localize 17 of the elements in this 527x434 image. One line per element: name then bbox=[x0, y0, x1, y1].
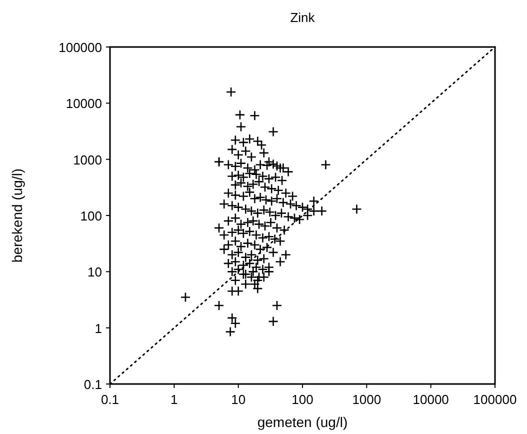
chart-title: Zink bbox=[290, 10, 316, 25]
y-tick-label: 10 bbox=[88, 264, 102, 280]
x-tick-label: 10 bbox=[231, 392, 246, 407]
y-axis-title: berekend (ug/l) bbox=[9, 168, 25, 263]
x-tick-label: 1000 bbox=[352, 392, 382, 407]
x-axis-title: gemeten (ug/l) bbox=[257, 414, 348, 430]
y-tick-label: 100 bbox=[80, 208, 102, 224]
x-tick-label: 100 bbox=[292, 392, 314, 407]
x-tick-label: 0.1 bbox=[100, 392, 120, 407]
y-tick-label: 1000 bbox=[73, 152, 102, 168]
y-tick-label: 10000 bbox=[66, 96, 102, 112]
y-tick-label: 1 bbox=[94, 320, 102, 336]
x-tick-label: 1 bbox=[170, 392, 178, 407]
x-tick-label: 10000 bbox=[412, 392, 449, 407]
y-tick-label: 0.1 bbox=[84, 377, 102, 392]
y-tick-label: 100000 bbox=[58, 40, 102, 55]
x-tick-label: 100000 bbox=[473, 392, 517, 407]
